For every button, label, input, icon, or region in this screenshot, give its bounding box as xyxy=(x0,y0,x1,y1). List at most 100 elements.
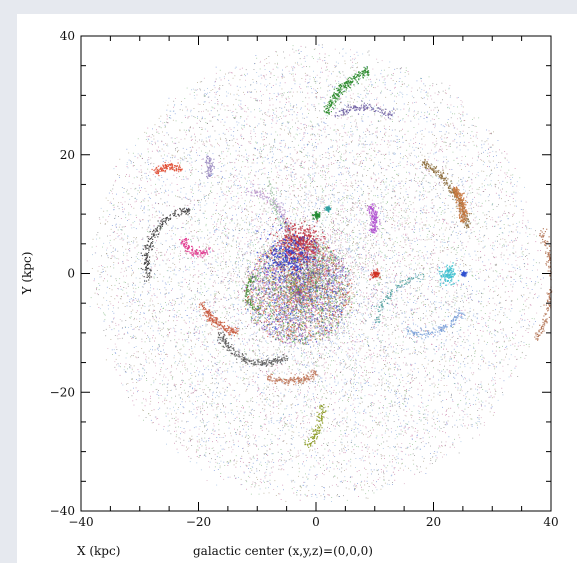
halo-point xyxy=(103,320,105,322)
halo-point xyxy=(281,400,282,402)
halo-point xyxy=(229,403,231,405)
halo-point xyxy=(352,210,354,211)
halo-point xyxy=(471,271,473,273)
halo-point xyxy=(301,276,303,278)
halo-point xyxy=(269,313,271,315)
halo-point xyxy=(460,258,462,260)
halo-point xyxy=(273,75,275,76)
halo-point xyxy=(306,404,308,406)
halo-point xyxy=(305,454,307,456)
halo-point xyxy=(392,405,394,407)
halo-point xyxy=(396,68,398,69)
halo-point xyxy=(205,95,206,97)
halo-point xyxy=(217,441,219,443)
halo-point xyxy=(372,143,374,145)
halo-point xyxy=(180,160,182,162)
halo-point xyxy=(286,98,287,100)
halo-point xyxy=(409,388,411,389)
halo-point xyxy=(380,298,382,299)
halo-point xyxy=(93,280,95,282)
halo-point xyxy=(503,245,505,247)
halo-point xyxy=(247,241,249,242)
halo-point xyxy=(303,364,305,366)
halo-point xyxy=(133,404,135,406)
halo-point xyxy=(442,262,444,264)
halo-point xyxy=(397,148,399,150)
halo-point xyxy=(399,393,401,394)
halo-point xyxy=(287,211,289,212)
halo-point xyxy=(353,378,355,380)
halo-point xyxy=(238,313,240,315)
halo-point xyxy=(366,296,368,298)
halo-point xyxy=(468,378,470,380)
halo-point xyxy=(152,310,154,312)
halo-point xyxy=(335,237,337,239)
halo-point xyxy=(289,318,291,320)
halo-point xyxy=(272,156,274,158)
halo-point xyxy=(318,360,319,362)
halo-point xyxy=(293,111,295,113)
halo-point xyxy=(442,304,444,306)
halo-point xyxy=(395,337,396,339)
halo-point xyxy=(429,372,430,374)
halo-point xyxy=(339,103,340,105)
halo-point xyxy=(379,402,381,403)
halo-point xyxy=(308,125,310,127)
halo-point xyxy=(121,337,123,339)
halo-point xyxy=(318,341,320,343)
halo-point xyxy=(270,146,272,148)
halo-point xyxy=(377,120,379,121)
halo-point xyxy=(413,302,415,303)
halo-point xyxy=(313,262,315,264)
halo-point xyxy=(448,124,449,126)
halo-point xyxy=(244,243,246,245)
halo-point xyxy=(348,171,350,173)
halo-point xyxy=(273,406,275,408)
halo-point xyxy=(410,415,412,416)
halo-point xyxy=(200,281,202,283)
halo-point xyxy=(234,475,235,477)
halo-point xyxy=(282,382,283,384)
halo-point xyxy=(257,242,259,244)
halo-point xyxy=(285,115,287,117)
halo-point xyxy=(416,156,417,158)
halo-point xyxy=(110,296,112,297)
halo-point xyxy=(372,484,374,485)
halo-point xyxy=(294,231,296,233)
halo-point xyxy=(456,260,458,261)
halo-point xyxy=(188,317,190,319)
halo-point xyxy=(485,225,487,227)
halo-point xyxy=(182,379,183,381)
halo-point xyxy=(420,116,422,118)
halo-point xyxy=(354,375,356,377)
halo-point xyxy=(406,391,407,392)
halo-point xyxy=(356,67,358,69)
halo-point xyxy=(397,328,399,330)
halo-point xyxy=(161,148,163,150)
halo-point xyxy=(478,368,479,370)
halo-point xyxy=(226,147,228,149)
halo-point xyxy=(246,276,248,278)
halo-point xyxy=(380,166,382,168)
halo-point xyxy=(168,430,170,432)
halo-point xyxy=(495,184,497,185)
halo-point xyxy=(367,303,369,305)
halo-point xyxy=(140,325,142,327)
halo-point xyxy=(521,281,522,283)
halo-point xyxy=(434,409,436,411)
halo-point xyxy=(153,247,155,248)
halo-point xyxy=(370,121,372,123)
halo-point xyxy=(443,221,444,223)
halo-point xyxy=(387,416,389,418)
halo-point xyxy=(389,258,390,259)
halo-point xyxy=(457,389,459,391)
halo-point xyxy=(296,207,298,208)
halo-point xyxy=(456,157,458,159)
halo-point xyxy=(447,303,449,305)
halo-point xyxy=(402,135,403,137)
halo-point xyxy=(340,208,342,210)
halo-point xyxy=(382,267,384,269)
halo-point xyxy=(320,297,322,299)
halo-point xyxy=(277,233,278,234)
halo-point xyxy=(214,321,216,322)
